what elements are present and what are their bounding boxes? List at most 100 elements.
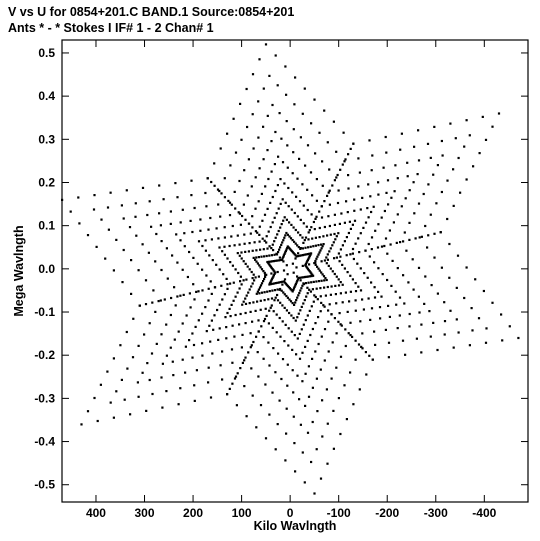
data-point — [295, 266, 298, 269]
data-point — [227, 199, 230, 202]
data-point — [285, 294, 288, 298]
data-point — [275, 313, 278, 316]
data-point — [446, 179, 449, 182]
data-point — [294, 319, 297, 322]
data-point — [312, 245, 315, 248]
data-point — [413, 145, 416, 148]
chart-title: V vs U for 0854+201.C BAND.1 Source:0854… — [8, 5, 295, 19]
data-point — [131, 356, 135, 359]
data-point — [211, 259, 214, 262]
data-point — [387, 304, 390, 307]
data-point — [463, 145, 466, 148]
data-point — [296, 337, 299, 340]
data-point — [294, 282, 297, 286]
data-point — [252, 256, 255, 259]
data-point — [289, 237, 293, 240]
data-point — [268, 245, 271, 248]
data-point — [329, 247, 332, 250]
data-point — [255, 249, 258, 252]
data-point — [284, 459, 287, 462]
data-point — [273, 270, 276, 273]
data-point — [179, 221, 182, 224]
data-point — [319, 310, 322, 313]
data-point — [196, 262, 199, 265]
data-point — [334, 293, 337, 296]
data-point — [266, 149, 269, 152]
data-point — [201, 244, 204, 248]
data-point — [247, 351, 250, 354]
data-point — [160, 333, 163, 336]
data-point — [251, 73, 255, 76]
data-point — [296, 316, 299, 319]
x-tick-label: 400 — [86, 506, 106, 520]
data-point — [485, 327, 488, 330]
data-point — [336, 201, 340, 205]
x-tick-label: -100 — [327, 506, 351, 520]
data-point — [316, 255, 319, 258]
data-point — [279, 178, 282, 181]
data-point — [210, 180, 213, 184]
data-point — [213, 314, 216, 317]
data-point — [145, 409, 148, 412]
data-point — [141, 243, 144, 246]
data-point — [251, 394, 254, 397]
data-point — [315, 280, 318, 283]
data-point — [332, 409, 335, 412]
data-point — [265, 314, 268, 317]
data-point — [209, 216, 212, 220]
data-point — [343, 240, 346, 243]
data-point — [343, 384, 346, 387]
data-point — [349, 253, 352, 256]
data-point — [301, 284, 304, 287]
data-point — [229, 261, 232, 264]
data-point — [148, 322, 151, 325]
data-point — [270, 247, 273, 250]
data-point — [247, 158, 250, 161]
data-point — [291, 369, 294, 372]
data-point — [338, 312, 341, 315]
data-point — [144, 303, 148, 306]
data-point — [308, 256, 311, 259]
data-point — [135, 234, 138, 237]
data-point — [305, 253, 308, 256]
data-point — [148, 200, 151, 203]
data-point — [417, 159, 421, 162]
data-point — [134, 202, 137, 205]
data-point — [315, 178, 318, 181]
data-point — [236, 252, 239, 255]
data-point — [229, 164, 232, 167]
data-point — [329, 267, 332, 270]
data-point — [243, 233, 246, 236]
data-point — [440, 266, 443, 269]
data-point — [170, 296, 173, 300]
data-point — [455, 286, 458, 289]
data-point — [344, 344, 347, 348]
data-point — [368, 255, 371, 258]
data-point — [243, 169, 246, 172]
data-point — [423, 302, 426, 305]
data-point — [234, 151, 238, 154]
data-point — [172, 374, 175, 377]
data-point — [277, 155, 280, 158]
data-point — [433, 256, 436, 259]
data-point — [307, 238, 310, 241]
data-point — [207, 381, 210, 384]
data-point — [320, 205, 323, 208]
data-point — [306, 258, 309, 262]
data-point — [234, 295, 237, 298]
data-point — [314, 295, 317, 299]
y-tick-label: -0.2 — [34, 348, 55, 362]
data-point — [302, 302, 305, 305]
data-point — [337, 397, 340, 400]
data-point — [337, 278, 340, 281]
data-point — [247, 222, 251, 225]
data-point — [249, 346, 252, 349]
data-point — [166, 277, 169, 280]
data-point — [199, 218, 202, 221]
data-point — [272, 275, 275, 278]
data-point — [278, 399, 281, 402]
data-point — [377, 181, 380, 184]
data-point — [299, 247, 302, 250]
data-point — [339, 292, 342, 295]
data-point — [311, 327, 314, 331]
